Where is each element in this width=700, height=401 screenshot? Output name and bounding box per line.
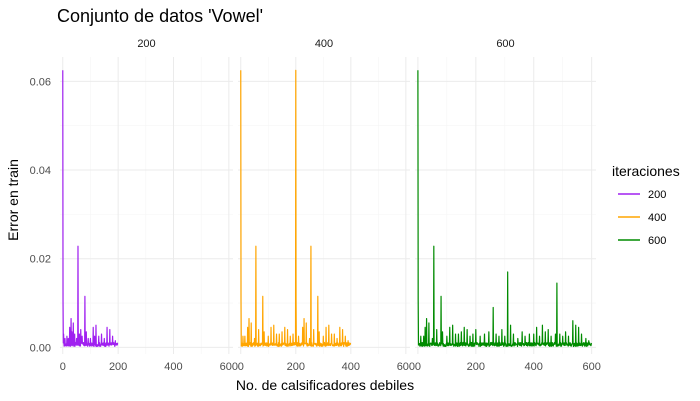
legend-label-200: 200 [648,189,666,201]
facet-panel-400: 400 0 200 400 600 [238,38,415,373]
y-tick-label: 0.00 [30,342,51,354]
facet-panel-600: 600 0 200 400 600 [415,38,601,373]
x-tick-label: 400 [342,361,360,373]
facet-strip-label: 200 [137,38,155,50]
legend-title: iteraciones [612,163,680,179]
x-tick-label: 0 [60,361,66,373]
series-line-400 [240,69,352,348]
y-tick-label: 0.04 [30,165,51,177]
x-tick-label: 400 [525,361,543,373]
x-axis-title: No. de calsificadores debiles [236,377,414,393]
legend-label-400: 400 [648,212,666,224]
x-tick-label: 200 [287,361,305,373]
x-tick-label: 600 [397,361,415,373]
y-axis: 0.00 0.02 0.04 0.06 [30,76,51,354]
x-tick-label: 200 [467,361,485,373]
x-tick-label: 0 [415,361,421,373]
legend: iteraciones 200 400 600 [612,163,680,247]
facet-panel-200: 200 0 200 400 600 [60,38,238,373]
y-axis-title: Error en train [5,159,21,241]
x-tick-label: 600 [220,361,238,373]
chart-title: Conjunto de datos 'Vowel' [57,6,263,26]
facet-strip-label: 600 [496,38,514,50]
x-tick-label: 200 [109,361,127,373]
x-tick-label: 400 [164,361,182,373]
facet-strip-label: 400 [315,38,333,50]
legend-label-600: 600 [648,235,666,247]
y-tick-label: 0.02 [30,254,51,266]
y-tick-label: 0.06 [30,76,51,88]
series-line-600 [417,70,592,348]
x-tick-label: 600 [582,361,600,373]
series-line-200 [62,70,119,348]
x-tick-label: 0 [238,361,244,373]
